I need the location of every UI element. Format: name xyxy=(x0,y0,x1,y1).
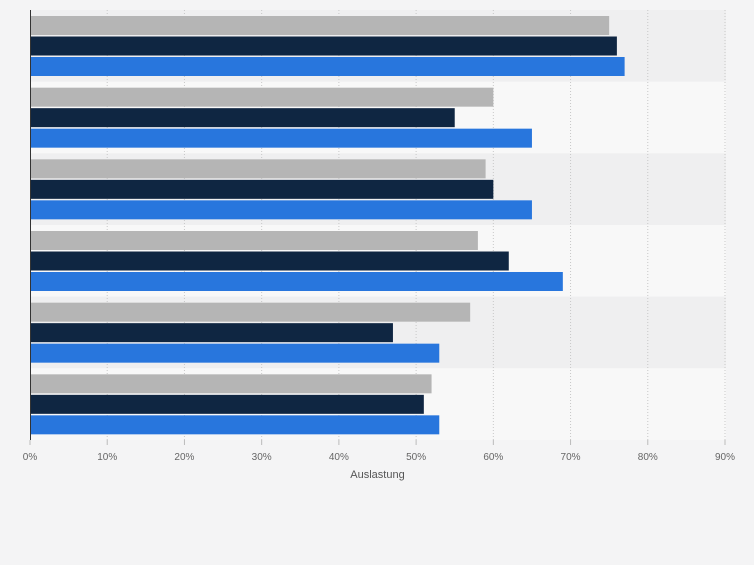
category-group xyxy=(30,302,471,363)
bar xyxy=(30,272,563,291)
bar xyxy=(30,343,440,363)
bar xyxy=(30,108,455,128)
bar xyxy=(30,128,532,148)
x-axis-title: Auslastung xyxy=(350,469,404,481)
bar xyxy=(30,415,440,435)
bar xyxy=(30,57,625,76)
category-group xyxy=(30,374,440,435)
x-tick-label: 60% xyxy=(483,452,503,463)
bar xyxy=(30,179,494,199)
x-tick-label: 0% xyxy=(23,452,38,463)
bar xyxy=(30,200,532,220)
bar xyxy=(30,251,509,271)
bar xyxy=(30,374,432,394)
category-group xyxy=(30,16,625,76)
category-group xyxy=(30,87,532,148)
x-tick-label: 40% xyxy=(329,452,349,463)
bar xyxy=(30,16,610,35)
bar xyxy=(30,87,494,107)
x-tick-label: 90% xyxy=(715,452,735,463)
category-group xyxy=(30,159,532,220)
category-group xyxy=(30,231,563,291)
bar xyxy=(30,394,424,414)
bar xyxy=(30,323,393,343)
bar xyxy=(30,231,478,250)
x-tick-label: 20% xyxy=(174,452,194,463)
x-tick-label: 50% xyxy=(406,452,426,463)
x-tick-label: 80% xyxy=(638,452,658,463)
x-tick-label: 30% xyxy=(252,452,272,463)
x-tick-label: 10% xyxy=(97,452,117,463)
x-tick-label: 70% xyxy=(561,452,581,463)
bar xyxy=(30,159,486,179)
bar xyxy=(30,36,617,56)
bar xyxy=(30,302,471,322)
